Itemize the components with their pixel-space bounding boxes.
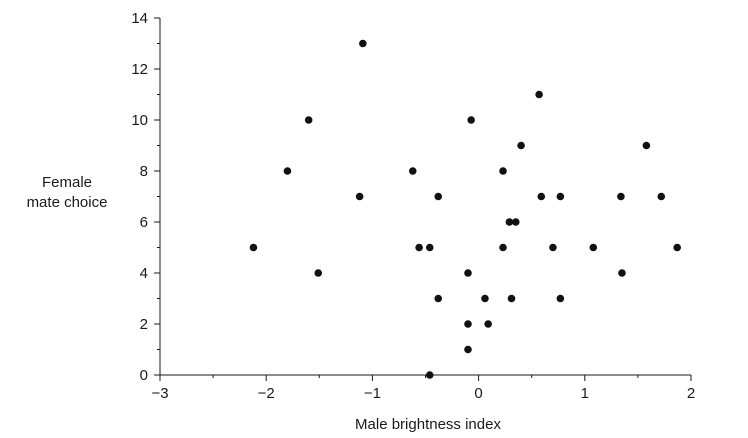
data-point	[556, 192, 565, 201]
x-tick-label: −1	[364, 385, 381, 402]
y-tick-label: 0	[140, 367, 148, 384]
data-point	[507, 294, 516, 303]
data-point	[283, 167, 292, 175]
data-point	[517, 141, 525, 150]
y-tick-label: 14	[131, 10, 148, 27]
x-axis-label: Male brightness index	[355, 416, 501, 433]
x-tick-label: 0	[474, 385, 482, 402]
data-point	[618, 269, 626, 277]
y-tick-label: 2	[140, 316, 148, 333]
y-tick-label: 6	[140, 214, 148, 231]
data-point	[642, 141, 651, 150]
data-point	[408, 167, 417, 175]
y-tick-label: 8	[140, 163, 148, 180]
data-point	[467, 116, 475, 124]
y-tick-label: 12	[131, 61, 148, 78]
data-point	[434, 192, 443, 201]
data-point	[549, 243, 557, 252]
data-point	[425, 243, 434, 252]
y-axis-label-line-1: Female	[42, 174, 92, 191]
y-tick-label: 4	[140, 265, 148, 282]
data-point	[314, 269, 323, 277]
data-point	[425, 371, 434, 379]
data-point	[673, 243, 681, 252]
data-point	[481, 294, 489, 303]
data-point	[355, 192, 364, 201]
data-point	[589, 243, 598, 252]
data-point	[415, 243, 423, 252]
data-point	[464, 320, 472, 328]
data-point	[511, 218, 520, 226]
axes	[159, 18, 691, 376]
y-axis-label-line-2: mate choice	[27, 194, 108, 211]
data-point	[499, 167, 507, 175]
x-tick-label: 1	[581, 385, 589, 402]
x-tick-label: −3	[151, 385, 168, 402]
data-point	[556, 294, 565, 303]
x-tick-label: 2	[687, 385, 695, 402]
data-point	[505, 218, 514, 226]
data-point	[484, 320, 492, 328]
data-point	[464, 345, 472, 354]
data-points	[249, 39, 681, 379]
data-point	[434, 294, 443, 303]
data-point	[535, 90, 543, 99]
data-point	[249, 243, 258, 252]
x-tick-label: −2	[258, 385, 275, 402]
data-point	[359, 39, 367, 48]
data-point	[499, 243, 507, 252]
y-tick-label: 10	[131, 112, 148, 129]
data-point	[657, 192, 666, 201]
data-point	[464, 269, 472, 277]
data-point	[304, 116, 313, 124]
data-point	[617, 192, 625, 201]
data-point	[537, 192, 546, 201]
